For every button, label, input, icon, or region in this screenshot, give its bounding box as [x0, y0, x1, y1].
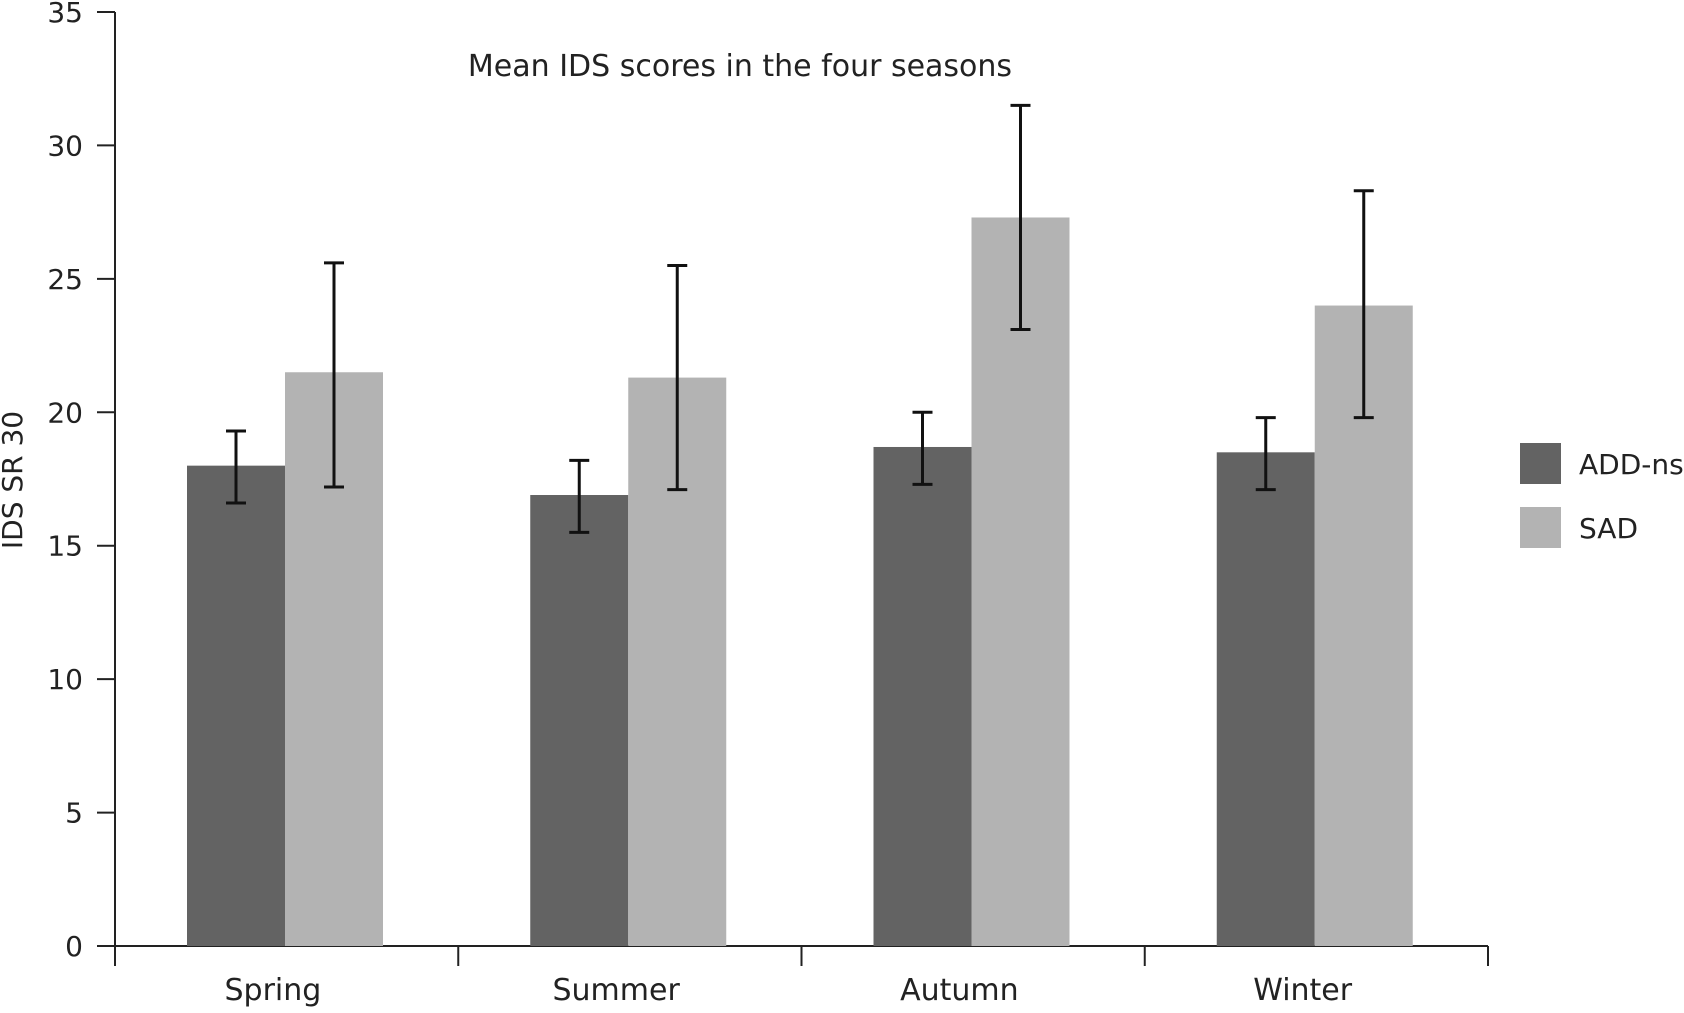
y-tick-label: 20 [47, 396, 83, 429]
legend-label: SAD [1579, 512, 1638, 545]
bar-sad-autumn [971, 217, 1070, 947]
legend-swatch [1520, 507, 1561, 548]
error-bar [324, 261, 344, 489]
y-tick-label: 35 [47, 0, 83, 29]
y-tick-label: 30 [47, 129, 83, 162]
y-axis-ticks: 0 5 10 15 20 25 30 35 [47, 0, 115, 963]
bar-add-ns-summer [530, 495, 629, 946]
error-bar [1255, 416, 1276, 492]
x-category-label: Summer [552, 973, 680, 1008]
legend-label: ADD-ns [1579, 448, 1684, 481]
error-bar [667, 264, 688, 492]
chart-title: Mean IDS scores in the four seasons [468, 49, 1012, 84]
legend-swatch [1520, 443, 1561, 484]
error-bars-group [226, 103, 1374, 534]
legend: ADD-ns SAD [1520, 443, 1684, 548]
x-category-label: Winter [1253, 973, 1353, 1008]
y-tick-label: 10 [47, 663, 83, 696]
error-bar [1353, 189, 1374, 420]
y-tick-label: 15 [47, 530, 83, 563]
x-category-label: Autumn [900, 973, 1019, 1008]
x-category-label: Spring [224, 973, 321, 1008]
error-bar [226, 429, 246, 505]
x-axis-ticks: Spring Summer Autumn Winter [114, 946, 1489, 1008]
error-bar [1010, 103, 1031, 332]
y-axis-title: IDS SR 30 [0, 411, 29, 549]
error-bar [569, 458, 590, 534]
y-tick-label: 5 [65, 797, 83, 830]
bar-add-ns-spring [187, 465, 285, 946]
y-tick-label: 25 [47, 263, 83, 296]
error-bar [912, 410, 933, 486]
y-tick-label: 0 [65, 930, 83, 963]
bar-add-ns-winter [1216, 452, 1315, 946]
bar-add-ns-autumn [873, 446, 972, 946]
bars-group [187, 217, 1413, 947]
